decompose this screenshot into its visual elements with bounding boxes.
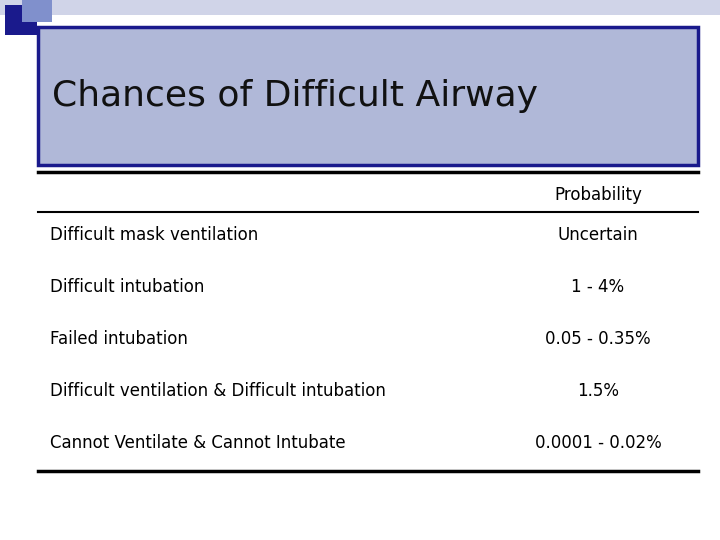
Text: 0.05 - 0.35%: 0.05 - 0.35% [545, 330, 651, 348]
Bar [22, 0, 52, 22]
Text: 1.5%: 1.5% [577, 382, 619, 400]
Bar [0, 0, 720, 15]
Text: Difficult ventilation & Difficult intubation: Difficult ventilation & Difficult intuba… [50, 382, 386, 400]
Text: Probability: Probability [554, 186, 642, 204]
Text: Chances of Difficult Airway: Chances of Difficult Airway [52, 79, 538, 113]
Bar [5, 5, 37, 35]
Text: 1 - 4%: 1 - 4% [572, 278, 624, 296]
Text: 0.0001 - 0.02%: 0.0001 - 0.02% [535, 434, 662, 452]
Text: Difficult intubation: Difficult intubation [50, 278, 204, 296]
Text: Failed intubation: Failed intubation [50, 330, 188, 348]
Text: Difficult mask ventilation: Difficult mask ventilation [50, 226, 258, 244]
FancyBboxPatch shape [38, 27, 698, 165]
Text: Cannot Ventilate & Cannot Intubate: Cannot Ventilate & Cannot Intubate [50, 434, 346, 452]
Text: Uncertain: Uncertain [557, 226, 639, 244]
